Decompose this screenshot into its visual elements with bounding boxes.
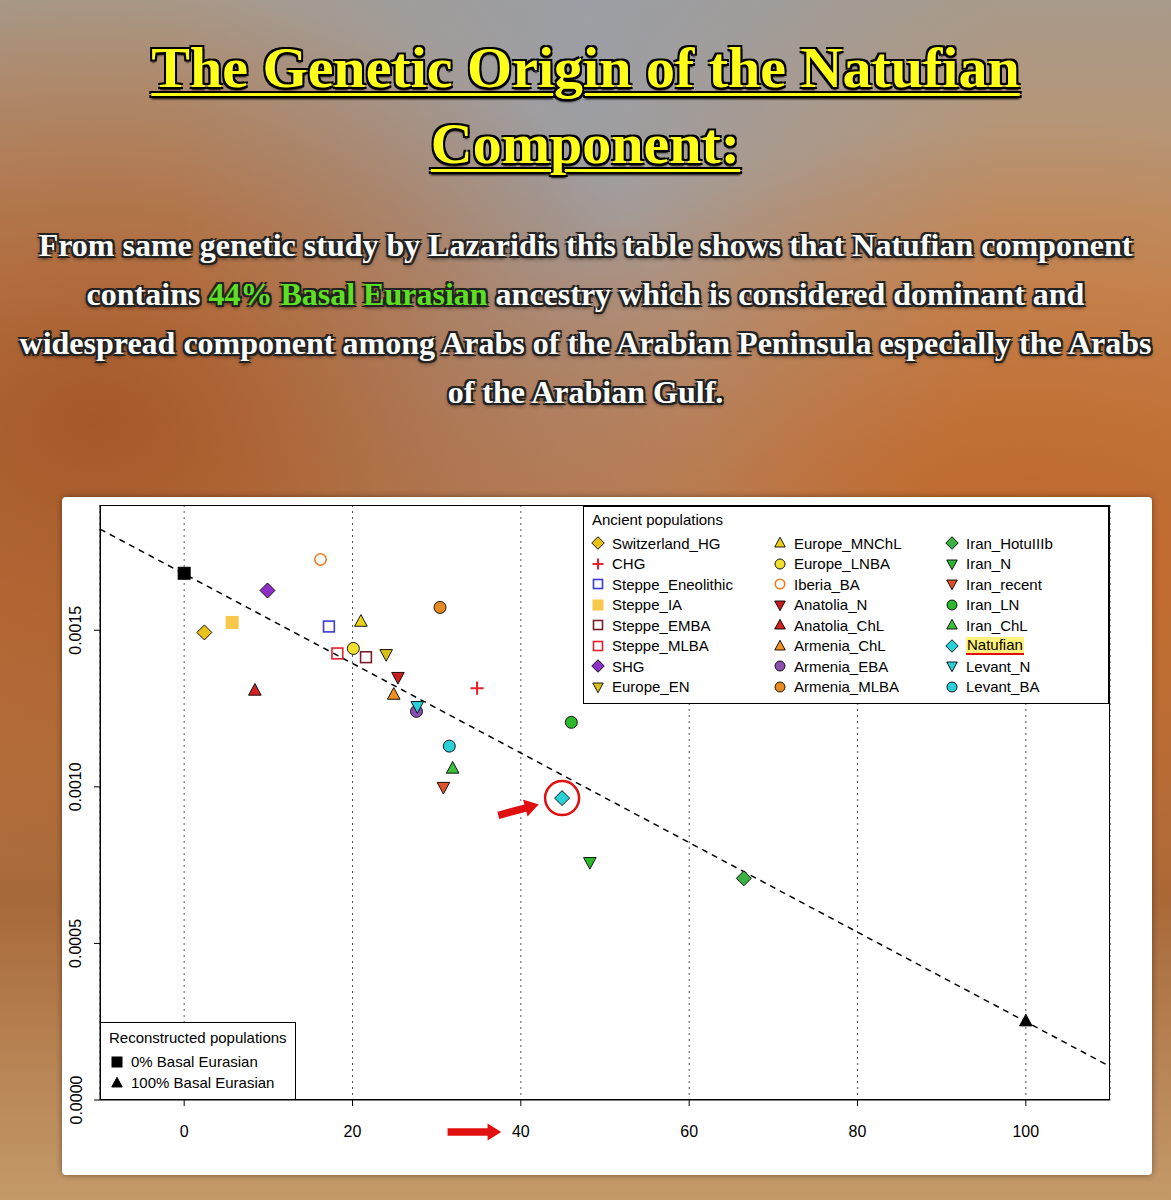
html-text:Steppe_MLBA: Steppe_MLBA [612,637,709,655]
html-text:Anatolia_N: Anatolia_N [794,596,868,614]
html-text:Levant_N: Levant_N [966,657,1031,675]
html-text:Steppe_EMBA: Steppe_EMBA [612,616,711,634]
html-text:Reconstructed populations: Reconstructed populations [109,1029,287,1046]
html-text:The Genetic Origin of the Natu: The Genetic Origin of the Natufian Compo… [151,35,1020,176]
html-text:Iran_ChL: Iran_ChL [966,616,1028,634]
html-text:Europe_LNBA: Europe_LNBA [794,555,890,573]
svg-text:60: 60 [680,1123,698,1140]
html-text:Europe_MNChL: Europe_MNChL [794,534,902,552]
html-text:Natufian: Natufian [967,635,1023,653]
html-text:Armenia_ChL: Armenia_ChL [794,637,886,655]
svg-text:100: 100 [1012,1123,1039,1140]
html-text:Steppe_Eneolithic: Steppe_Eneolithic [612,575,733,593]
html-text:Switzerland_HG: Switzerland_HG [612,534,721,552]
html-text:Armenia_MLBA: Armenia_MLBA [794,678,899,696]
svg-text:0.0015: 0.0015 [68,606,85,655]
svg-text:0.0010: 0.0010 [68,762,85,811]
svg-text:20: 20 [344,1123,362,1140]
html-text:Armenia_EBA: Armenia_EBA [794,657,889,675]
html-text:Levant_BA: Levant_BA [966,678,1040,696]
svg-text:40: 40 [512,1123,530,1140]
html-text:100% Basal Eurasian: 100% Basal Eurasian [131,1074,275,1091]
html-text:Anatolia_ChL: Anatolia_ChL [794,616,885,634]
svg-text:0.0000: 0.0000 [68,1075,85,1124]
svg-text:80: 80 [849,1123,867,1140]
html-text:CHG: CHG [612,555,646,573]
html-text:Steppe_IA: Steppe_IA [612,596,683,614]
html-text:Iran_LN: Iran_LN [966,596,1020,614]
html-text:From same genetic study by Laz: From same genetic study by Lazaridis thi… [19,227,1152,410]
html-text:Ancient populations: Ancient populations [592,511,723,528]
html-text:Iran_HotuIIIb: Iran_HotuIIIb [966,534,1053,552]
svg-text:0.0005: 0.0005 [68,919,85,968]
svg-text:0: 0 [180,1123,189,1140]
html-text:Iberia_BA: Iberia_BA [794,575,860,593]
html-text:0% Basal Eurasian: 0% Basal Eurasian [131,1053,258,1070]
html-text:Iran_recent: Iran_recent [966,575,1042,593]
html-text:SHG: SHG [612,657,645,675]
html-text:Iran_N: Iran_N [966,555,1011,573]
html-text:Europe_EN: Europe_EN [612,678,690,696]
